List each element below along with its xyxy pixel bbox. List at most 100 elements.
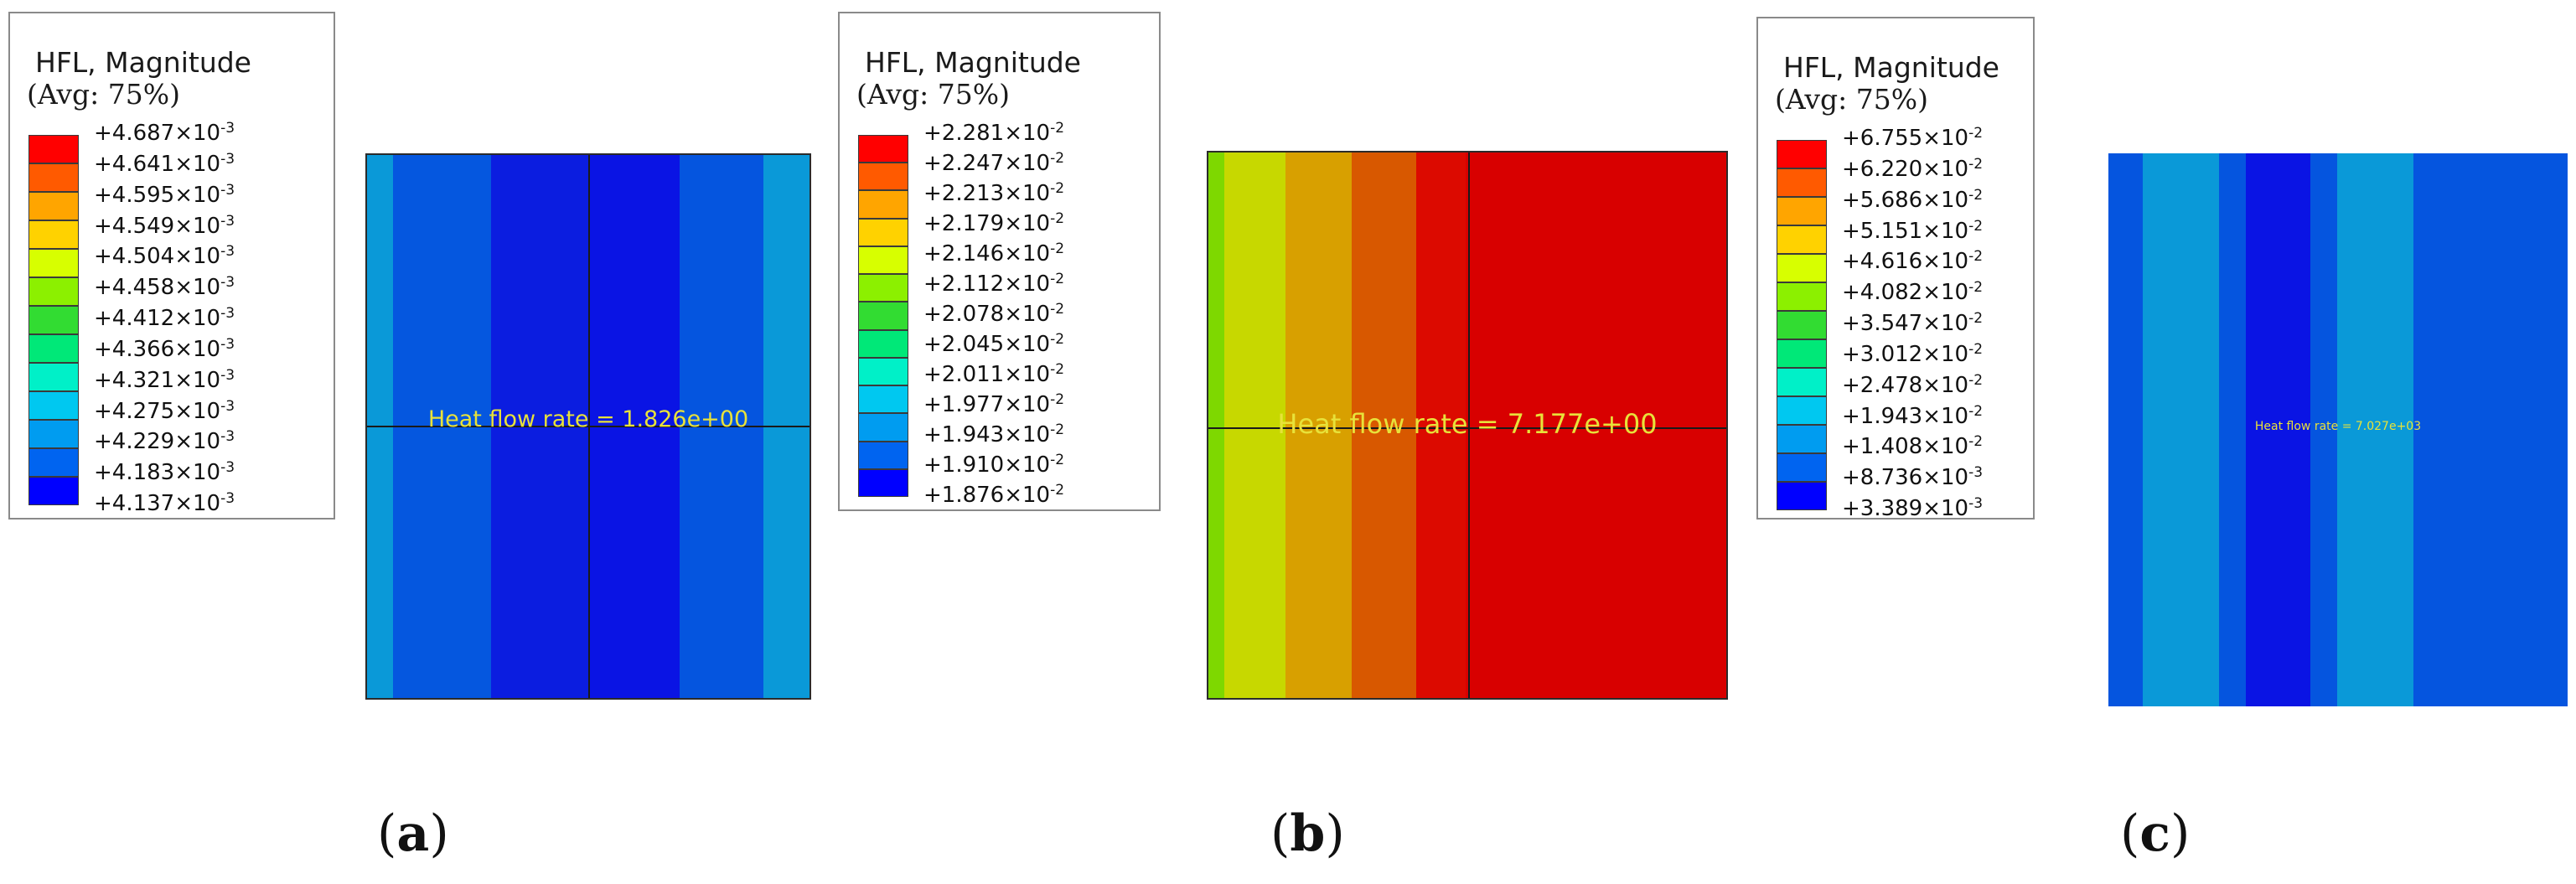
legend-tick-label: +2.078×10-2 [923, 301, 1065, 327]
caption-b: (b) [1270, 804, 1345, 863]
legend-swatch [858, 357, 908, 386]
legend-swatch [28, 363, 79, 391]
contour-band [1465, 153, 1726, 698]
legend-swatch [858, 302, 908, 330]
legend-title: HFL, Magnitude [1783, 51, 1999, 84]
legend-swatch [858, 163, 908, 191]
legend-swatch [1777, 482, 1827, 510]
legend-swatch [1777, 396, 1827, 425]
legend-swatch [28, 277, 79, 306]
contour-band [1223, 153, 1285, 698]
legend-tick-label: +4.687×10-3 [94, 120, 235, 146]
legend-swatch [1777, 339, 1827, 368]
legend-swatch [1777, 453, 1827, 482]
legend-box: HFL, Magnitude (Avg: 75%) +4.687×10-3 +4.… [8, 12, 335, 520]
legend-tick-label: +3.389×10-3 [1842, 495, 1984, 521]
contour-band [1285, 153, 1352, 698]
legend-tick-label: +2.478×10-2 [1842, 371, 1984, 398]
legend-tick-label: +3.547×10-2 [1842, 310, 1984, 336]
legend-tick-label: +4.183×10-3 [94, 459, 235, 486]
contour-plot: Heat flow rate = 1.826e+00 [365, 153, 811, 700]
legend-title: HFL, Magnitude [865, 46, 1081, 79]
legend-title: HFL, Magnitude [35, 46, 251, 79]
legend-tick-label: +1.910×10-2 [923, 452, 1065, 478]
legend-color-scale [858, 135, 908, 497]
legend-swatch [28, 391, 79, 420]
plot-vertical-line [1468, 153, 1470, 698]
legend-avg: (Avg: 75%) [856, 78, 1010, 111]
legend-tick-label: +2.011×10-2 [923, 361, 1065, 387]
legend-swatch [858, 441, 908, 469]
contour-plot: Heat flow rate = 7.177e+00 [1207, 151, 1728, 700]
legend-tick-label: +4.595×10-3 [94, 181, 235, 208]
heat-flow-label: Heat flow rate = 1.826e+00 [427, 406, 749, 432]
legend-swatch [28, 249, 79, 277]
legend-swatch [28, 477, 79, 505]
panel-a: HFL, Magnitude (Avg: 75%) +4.687×10-3 +4.… [0, 0, 838, 884]
legend-tick-label: +4.275×10-3 [94, 397, 235, 424]
contour-band [1351, 153, 1417, 698]
legend-tick-label: +6.755×10-2 [1842, 125, 1984, 151]
legend-tick-label: +2.247×10-2 [923, 150, 1065, 176]
legend-avg: (Avg: 75%) [1775, 83, 1928, 116]
legend-color-scale [1777, 140, 1827, 510]
legend-swatch [28, 334, 79, 363]
legend-tick-label: +1.977×10-2 [923, 391, 1065, 417]
legend-tick-label: +8.736×10-3 [1842, 464, 1984, 491]
legend-tick-label: +4.137×10-3 [94, 490, 235, 516]
legend-swatch [28, 306, 79, 334]
panel-c: HFL, Magnitude (Avg: 75%) +6.755×10-2 +6.… [1743, 0, 2576, 884]
legend-swatch [858, 190, 908, 219]
legend-swatch [28, 135, 79, 163]
contour-band [2413, 153, 2568, 706]
legend-tick-label: +4.229×10-3 [94, 428, 235, 455]
legend-tick-label: +3.012×10-2 [1842, 340, 1984, 367]
legend-tick-label: +4.412×10-3 [94, 305, 235, 331]
legend-swatch [858, 468, 908, 497]
legend-tick-label: +1.943×10-2 [1842, 402, 1984, 429]
contour-plot: Heat flow rate = 7.027e+03 [2108, 153, 2568, 706]
legend-tick-label: +2.213×10-2 [923, 180, 1065, 206]
legend-tick-label: +5.151×10-2 [1842, 217, 1984, 244]
contour-band [1208, 153, 1224, 698]
legend-swatch [1777, 311, 1827, 339]
legend-swatch [1777, 225, 1827, 254]
legend-swatch [858, 218, 908, 246]
legend-swatch [858, 135, 908, 163]
legend-tick-label: +4.458×10-3 [94, 274, 235, 301]
legend-tick-label: +2.146×10-2 [923, 240, 1065, 266]
legend-box: HFL, Magnitude (Avg: 75%) +2.281×10-2 +2.… [838, 12, 1161, 511]
legend-tick-label: +2.112×10-2 [923, 271, 1065, 297]
legend-swatch [28, 448, 79, 477]
legend-swatch [858, 385, 908, 414]
legend-color-scale [28, 135, 79, 505]
legend-swatch [1777, 254, 1827, 282]
legend-swatch [28, 420, 79, 448]
legend-tick-label: +2.179×10-2 [923, 210, 1065, 236]
caption-a: (a) [377, 804, 449, 863]
legend-swatch [858, 413, 908, 442]
legend-tick-label: +4.366×10-3 [94, 335, 235, 362]
legend-swatch [1777, 282, 1827, 311]
legend-swatch [28, 163, 79, 192]
plot-horizontal-line [1208, 427, 1726, 429]
heat-flow-label: Heat flow rate = 7.027e+03 [2254, 420, 2422, 433]
contour-band [2245, 153, 2311, 706]
legend-tick-label: +4.504×10-3 [94, 243, 235, 270]
legend-swatch [28, 192, 79, 220]
legend-tick-label: +6.220×10-2 [1842, 155, 1984, 182]
legend-swatch [1777, 368, 1827, 396]
contour-band [2336, 153, 2413, 706]
caption-c: (c) [2120, 804, 2191, 863]
legend-tick-label: +4.321×10-3 [94, 366, 235, 393]
legend-tick-label: +5.686×10-2 [1842, 186, 1984, 213]
heat-flow-label: Heat flow rate = 7.177e+00 [1277, 408, 1658, 440]
contour-band [2218, 153, 2246, 706]
legend-tick-label: +4.616×10-2 [1842, 248, 1984, 275]
legend-tick-label: +4.641×10-3 [94, 150, 235, 177]
legend-tick-label: +1.408×10-2 [1842, 433, 1984, 460]
legend-tick-label: +4.549×10-3 [94, 212, 235, 239]
legend-tick-label: +2.281×10-2 [923, 120, 1065, 146]
contour-band [2143, 153, 2219, 706]
legend-avg: (Avg: 75%) [27, 78, 180, 111]
